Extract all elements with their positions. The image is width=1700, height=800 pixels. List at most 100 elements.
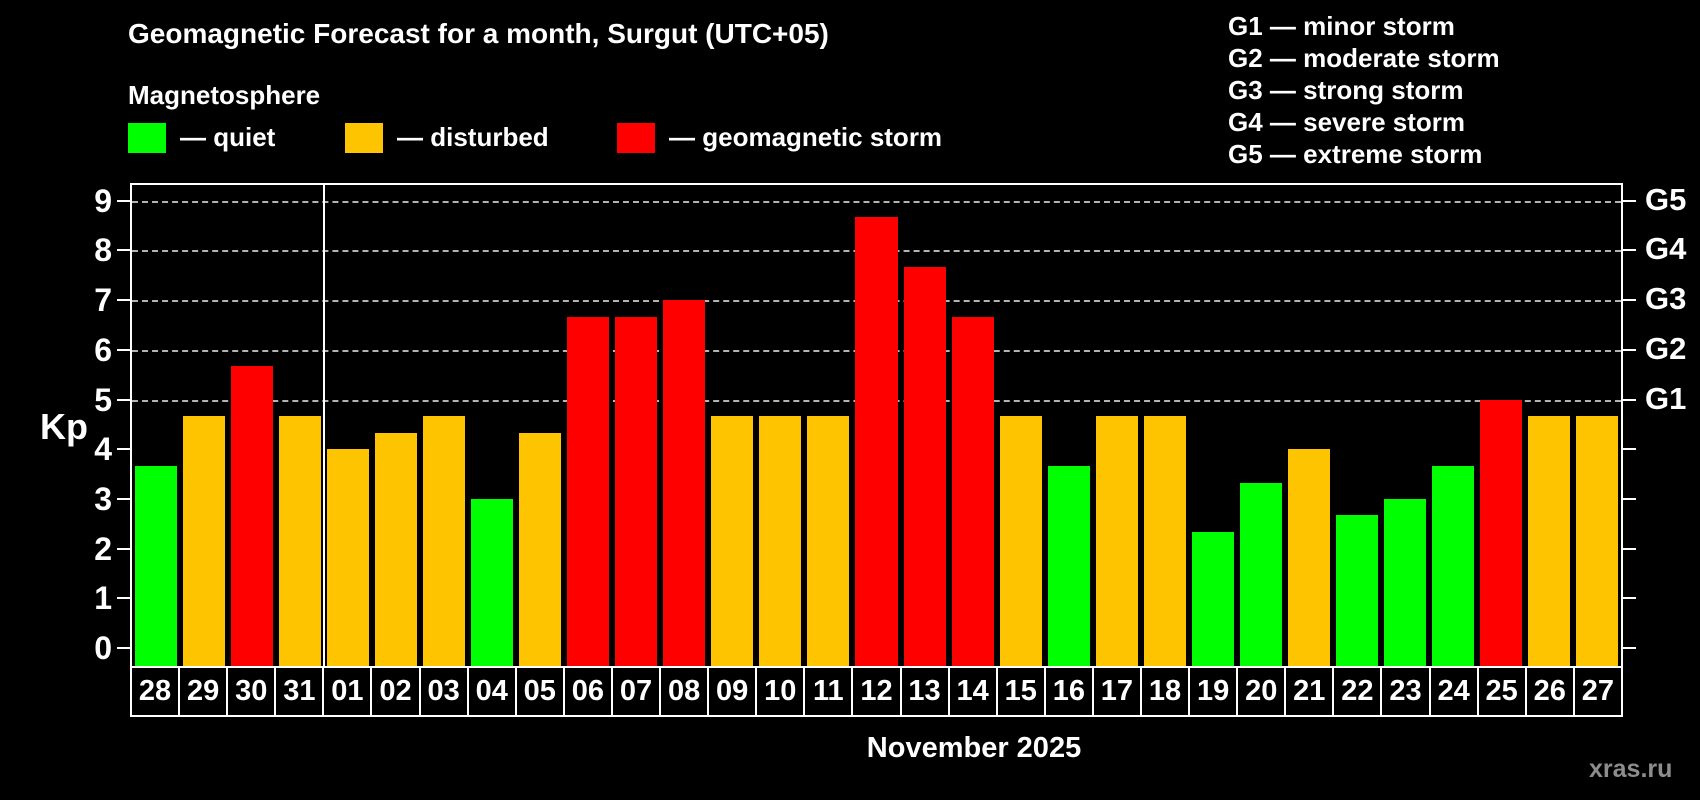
date-cell-08: 08 [659,666,710,717]
right-axis-tick-6 [1623,348,1636,351]
legend-label-storm: — geomagnetic storm [669,122,943,152]
right-axis-label-g5: G5 [1645,181,1687,217]
date-cell-23: 23 [1380,666,1431,717]
date-cell-28: 28 [130,666,181,717]
legend-item-storm: — geomagnetic storm [617,122,942,153]
date-cell-27: 27 [1572,666,1623,717]
date-cell-02: 02 [370,666,421,717]
y-axis-tick-3 [117,497,130,500]
chart-subtitle: Magnetosphere [128,80,321,110]
kp-bar-day-15 [999,415,1042,666]
y-axis-tick-9 [117,199,130,202]
kp-bar-day-30 [231,366,274,666]
date-cell-10: 10 [755,666,806,717]
date-cell-04: 04 [466,666,517,717]
right-axis-label-g3: G3 [1645,281,1687,317]
date-cell-13: 13 [899,666,950,717]
kp-bar-chart: 0 1 2 3 4 5 6 7 8 9 G1 G2 G3 G4 G5 [94,182,1686,668]
y-axis-label-9: 9 [94,182,112,219]
quiet-color-swatch [128,122,166,153]
g-legend-line-1: G1 — minor storm [1228,11,1455,41]
right-axis-tick-8 [1623,249,1636,252]
date-cell-12: 12 [851,666,902,717]
kp-bar-day-19 [1191,532,1234,666]
kp-bar-day-23 [1383,498,1426,666]
date-cell-20: 20 [1236,666,1287,717]
date-cell-01: 01 [322,666,373,717]
kp-bar-day-14 [951,316,994,666]
g-legend-line-3: G3 — strong storm [1228,75,1464,105]
date-cell-24: 24 [1428,666,1479,717]
right-axis-tick-3 [1623,497,1636,500]
date-cell-29: 29 [178,666,229,717]
kp-bar-day-22 [1335,515,1378,666]
date-cell-17: 17 [1091,666,1142,717]
kp-bar-day-03 [423,415,466,666]
g-legend-line-2: G2 — moderate storm [1228,43,1500,73]
date-cell-25: 25 [1476,666,1527,717]
date-cell-06: 06 [562,666,613,717]
right-axis-tick-9 [1623,199,1636,202]
date-cell-03: 03 [418,666,469,717]
kp-bar-day-12 [855,217,898,666]
right-axis-tick-0 [1623,647,1636,649]
y-axis-label-4: 4 [94,431,112,468]
date-cell-19: 19 [1188,666,1239,717]
kp-bar-day-18 [1143,415,1186,666]
g-scale-legend: G1 — minor storm G2 — moderate storm G3 — … [1228,10,1500,170]
y-axis-label-1: 1 [94,580,112,617]
kp-bar-day-21 [1287,449,1330,666]
y-axis-label-6: 6 [94,331,112,368]
kp-bar-day-28 [135,465,178,666]
kp-bar-day-10 [759,415,802,666]
kp-bar-day-24 [1431,465,1474,666]
x-axis-date-row: 28 29 30 31 01 02 03 04 05 06 07 08 09 10 11 12 13 14 15 16… [130,666,1623,717]
y-axis-tick-1 [117,597,130,600]
date-cell-07: 07 [610,666,662,717]
legend-label-quiet: — quiet [180,122,276,152]
right-axis-tick-5 [1623,398,1636,401]
kp-bar-day-20 [1239,482,1282,666]
kp-bar-day-09 [711,415,754,666]
legend-item-disturbed: — disturbed [345,122,549,153]
kp-bar-day-17 [1095,415,1138,666]
y-axis-label-8: 8 [94,232,112,269]
kp-bar-day-29 [183,415,226,666]
right-axis-label-g1: G1 [1645,380,1687,416]
y-axis-tick-4 [117,448,130,451]
y-axis-tick-5 [117,398,130,401]
kp-bar-day-08 [663,300,706,666]
x-axis-month-label: November 2025 [866,732,1082,764]
kp-bar-day-07 [615,316,658,666]
right-axis-tick-2 [1623,547,1636,550]
kp-bar-day-16 [1047,465,1090,666]
right-axis-label-g4: G4 [1645,231,1687,267]
kp-bar-day-06 [567,316,610,666]
disturbed-color-swatch [345,122,383,153]
site-watermark: xras.ru [1589,755,1673,783]
chart-title: Geomagnetic Forecast for a month, Surgut… [128,18,829,49]
legend-item-quiet: — quiet [128,122,275,153]
y-axis-label-7: 7 [94,282,112,319]
right-axis-label-g2: G2 [1645,330,1687,366]
right-axis-tick-4 [1623,448,1636,451]
y-axis-label-0: 0 [94,630,112,666]
kp-bar-day-04 [471,498,514,666]
date-cell-09: 09 [707,666,758,717]
month-separator-line [323,185,326,666]
date-cell-11: 11 [803,666,854,717]
y-axis-label-5: 5 [94,381,112,418]
y-axis-tick-7 [117,299,130,302]
date-cell-16: 16 [1043,666,1094,717]
plot-area: 0 1 2 3 4 5 6 7 8 9 G1 G2 G3 G4 G5 [94,182,1686,666]
date-cell-22: 22 [1332,666,1383,717]
right-axis-tick-7 [1623,299,1636,302]
g-legend-line-5: G5 — extreme storm [1228,139,1483,169]
y-axis-label-2: 2 [94,530,112,567]
date-cell-18: 18 [1139,666,1191,717]
date-cell-26: 26 [1524,666,1575,717]
kp-bar-day-27 [1575,415,1618,666]
y-axis-tick-0 [117,647,130,649]
date-cell-15: 15 [995,666,1046,717]
y-axis-label-3: 3 [94,480,112,517]
